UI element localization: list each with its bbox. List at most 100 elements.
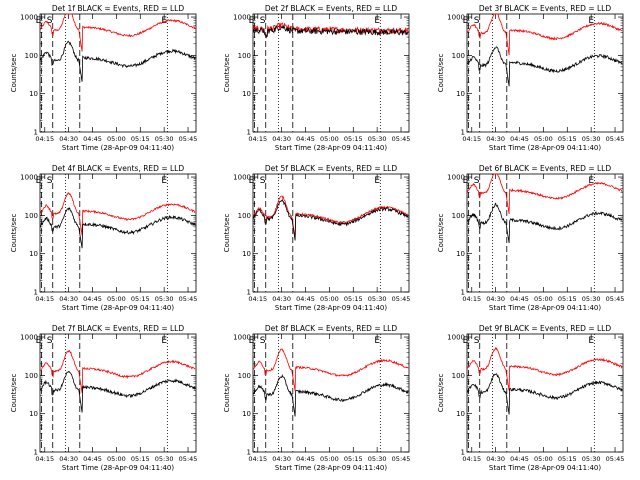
y-tick-label: 10	[456, 410, 465, 418]
y-tick-label: 10	[456, 250, 465, 258]
x-tick-label: 04:30	[272, 295, 291, 303]
y-tick-label: 100	[238, 212, 251, 220]
series-lld	[466, 173, 623, 215]
y-tick-label: 1	[461, 129, 465, 137]
x-tick-label: 05:15	[131, 295, 150, 303]
y-tick-label: 100	[452, 372, 465, 380]
y-tick-label: 1	[247, 129, 251, 137]
series-lld	[252, 348, 409, 391]
plot-frame	[39, 333, 197, 453]
interval-marker-label: S	[474, 336, 480, 346]
plot-frame	[39, 13, 197, 133]
panel-det-3: Det 3f BLACK = Events, RED = LLD 1 10 100 10…	[437, 4, 624, 152]
x-tick-label: 05:45	[606, 455, 625, 463]
interval-marker-label: E	[161, 336, 167, 346]
y-tick-label: 1000	[447, 14, 465, 22]
y-tick-label: 100	[25, 52, 38, 60]
x-axis-label: Start Time (28-Apr-09 04:11:40)	[489, 464, 601, 472]
interval-marker-label: E	[588, 16, 594, 26]
interval-marker-label: E	[161, 16, 167, 26]
y-tick-label: 1000	[447, 334, 465, 342]
series-events	[252, 198, 409, 241]
y-tick-label: 100	[25, 372, 38, 380]
interval-marker-label: E	[161, 176, 167, 186]
series-events	[467, 373, 623, 415]
x-tick-label: 05:45	[392, 135, 411, 143]
plot-frame	[39, 173, 197, 293]
interval-marker-label: E	[463, 336, 469, 346]
y-tick-label: 1	[34, 129, 38, 137]
interval-marker-label: E	[36, 336, 42, 346]
interval-marker-label: S	[474, 16, 480, 26]
y-tick-label: 1000	[233, 334, 251, 342]
x-axis-label: Start Time (28-Apr-09 04:11:40)	[489, 144, 601, 152]
y-tick-label: 1000	[447, 174, 465, 182]
interval-marker-label: E	[249, 176, 255, 186]
y-tick-label: 10	[242, 410, 251, 418]
panel-title: Det 8f BLACK = Events, RED = LLD	[265, 324, 398, 333]
interval-marker-label: E	[463, 16, 469, 26]
y-tick-label: 100	[452, 52, 465, 60]
interval-marker-label: E	[588, 176, 594, 186]
panel-title: Det 3f BLACK = Events, RED = LLD	[479, 4, 612, 13]
series-events	[252, 373, 409, 417]
x-tick-label: 04:15	[462, 295, 481, 303]
x-tick-label: 04:15	[35, 455, 54, 463]
panel-title: Det 1f BLACK = Events, RED = LLD	[52, 4, 185, 13]
interval-marker-label: S	[474, 176, 480, 186]
x-tick-label: 05:00	[534, 135, 553, 143]
x-tick-label: 05:00	[107, 135, 126, 143]
x-tick-label: 04:30	[486, 455, 505, 463]
panel-title: Det 7f BLACK = Events, RED = LLD	[52, 324, 185, 333]
y-tick-label: 10	[242, 250, 251, 258]
x-tick-label: 04:15	[35, 295, 54, 303]
plot-frame	[252, 333, 410, 453]
x-tick-label: 05:15	[131, 455, 150, 463]
x-tick-label: 05:30	[155, 455, 174, 463]
plot-frame	[252, 13, 410, 133]
series-lld	[40, 349, 196, 393]
x-tick-label: 04:30	[486, 135, 505, 143]
interval-marker-label: E	[36, 16, 42, 26]
series-events	[39, 207, 196, 249]
x-tick-label: 05:30	[582, 135, 601, 143]
y-tick-label: 1000	[20, 174, 38, 182]
panel-det-2: Det 2f BLACK = Events, RED = LLD 1 10 100 10…	[223, 4, 410, 152]
series-lld	[252, 195, 409, 238]
x-tick-label: 05:45	[179, 135, 198, 143]
x-tick-label: 04:15	[462, 455, 481, 463]
panel-det-8: Det 8f BLACK = Events, RED = LLD 1 10 100 10…	[223, 324, 410, 472]
x-tick-label: 05:45	[179, 455, 198, 463]
y-tick-label: 1000	[20, 14, 38, 22]
panel-det-4: Det 4f BLACK = Events, RED = LLD 1 10 100 10…	[10, 164, 197, 312]
x-tick-label: 05:00	[534, 455, 553, 463]
x-axis-label: Start Time (28-Apr-09 04:11:40)	[62, 144, 174, 152]
x-tick-label: 04:45	[296, 135, 315, 143]
y-tick-label: 100	[238, 52, 251, 60]
x-tick-label: 05:30	[368, 135, 387, 143]
x-tick-label: 04:30	[272, 135, 291, 143]
x-tick-label: 04:30	[272, 455, 291, 463]
x-tick-label: 05:30	[582, 295, 601, 303]
x-tick-label: 05:15	[558, 455, 577, 463]
y-tick-label: 1	[461, 449, 465, 457]
interval-marker-label: E	[374, 16, 380, 26]
panel-det-5: Det 5f BLACK = Events, RED = LLD 1 10 100 10…	[223, 164, 410, 312]
x-tick-label: 05:00	[320, 295, 339, 303]
interval-marker-label: E	[374, 176, 380, 186]
series-lld	[40, 13, 196, 52]
x-tick-label: 04:45	[83, 295, 102, 303]
x-tick-label: 04:45	[296, 295, 315, 303]
plot-frame	[466, 13, 624, 133]
x-tick-label: 05:15	[344, 135, 363, 143]
interval-marker-label: S	[260, 16, 266, 26]
x-axis-label: Start Time (28-Apr-09 04:11:40)	[275, 144, 387, 152]
x-tick-label: 05:30	[368, 455, 387, 463]
panel-title: Det 2f BLACK = Events, RED = LLD	[265, 4, 398, 13]
y-tick-label: 1000	[20, 334, 38, 342]
x-tick-label: 05:00	[320, 455, 339, 463]
y-tick-label: 10	[456, 90, 465, 98]
x-tick-label: 05:30	[368, 295, 387, 303]
panel-det-6: Det 6f BLACK = Events, RED = LLD 1 10 100 10…	[437, 164, 624, 312]
panel-det-1: Det 1f BLACK = Events, RED = LLD 1 10 100 10…	[10, 4, 197, 152]
